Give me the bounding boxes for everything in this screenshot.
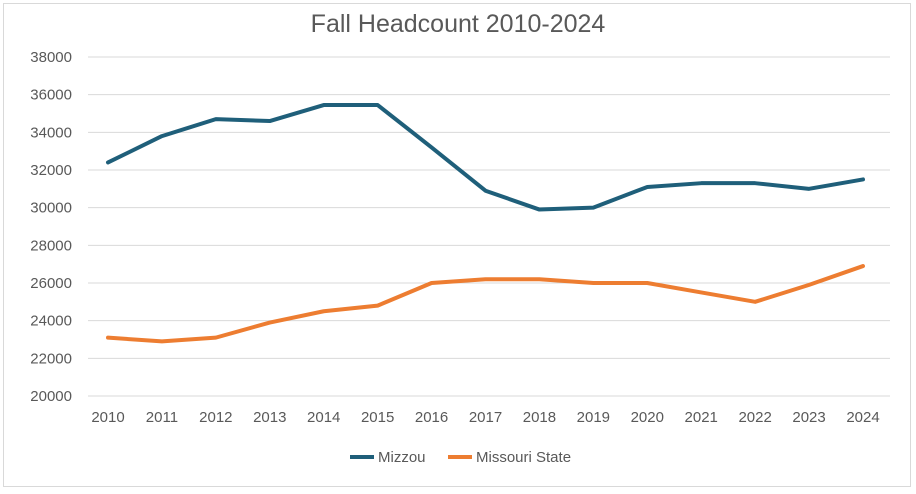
- x-tick-label: 2017: [469, 409, 502, 426]
- x-tick-label: 2024: [846, 409, 879, 426]
- x-tick-label: 2020: [631, 409, 664, 426]
- y-tick-label: 32000: [30, 162, 72, 179]
- x-tick-label: 2012: [199, 409, 232, 426]
- x-tick-label: 2011: [146, 409, 178, 426]
- y-tick-label: 24000: [30, 313, 72, 330]
- y-tick-label: 22000: [30, 350, 72, 367]
- chart-title: Fall Headcount 2010-2024: [311, 10, 606, 38]
- x-tick-label: 2013: [253, 409, 286, 426]
- x-tick-label: 2023: [792, 409, 825, 426]
- y-tick-label: 36000: [30, 87, 72, 104]
- x-tick-label: 2021: [685, 409, 718, 426]
- x-tick-label: 2018: [523, 409, 556, 426]
- x-tick-label: 2016: [415, 409, 448, 426]
- x-tick-label: 2014: [307, 409, 340, 426]
- x-tick-label: 2015: [361, 409, 394, 426]
- x-tick-label: 2022: [738, 409, 771, 426]
- x-tick-label: 2010: [91, 409, 124, 426]
- y-tick-label: 26000: [30, 275, 72, 292]
- x-tick-label: 2019: [577, 409, 610, 426]
- series-line-missouri-state: [106, 264, 865, 344]
- y-tick-label: 30000: [30, 200, 72, 217]
- chart-frame: [3, 3, 911, 487]
- legend-label: Missouri State: [476, 449, 571, 466]
- y-tick-label: 28000: [30, 237, 72, 254]
- legend-label: Mizzou: [378, 449, 426, 466]
- y-tick-label: 20000: [30, 388, 72, 405]
- y-tick-label: 34000: [30, 124, 72, 141]
- series-line-mizzou: [106, 103, 865, 212]
- y-tick-label: 38000: [30, 49, 72, 66]
